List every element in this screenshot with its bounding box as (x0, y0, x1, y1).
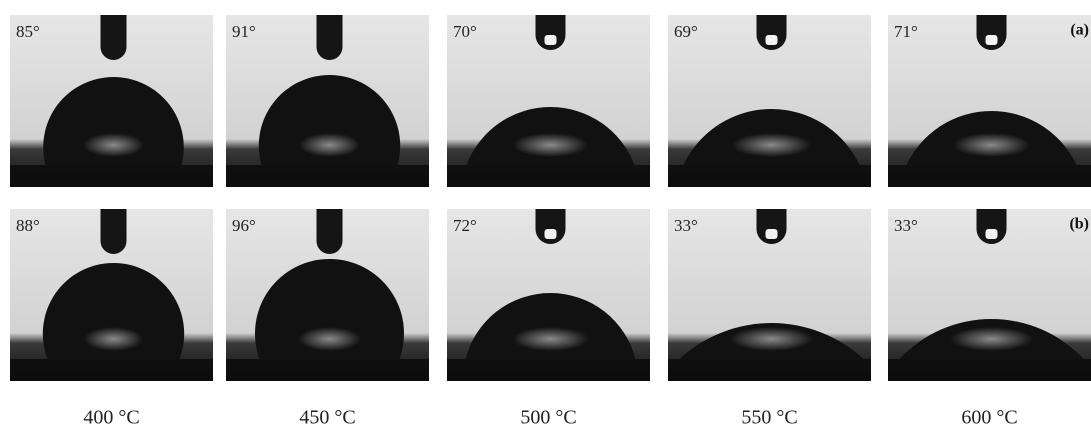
angle-label: 71° (894, 22, 918, 41)
surface-shadow (226, 359, 429, 381)
droplet-highlight (83, 133, 144, 157)
needle (317, 209, 343, 254)
surface-shadow (226, 165, 429, 187)
droplet-image (10, 209, 213, 381)
droplet-highlight (513, 133, 589, 157)
droplet-image (447, 15, 650, 187)
surface-shadow (888, 165, 1091, 187)
needle-bubble (986, 229, 998, 239)
surface-shadow (10, 165, 213, 187)
droplet-image (888, 15, 1091, 187)
surface-shadow (668, 165, 871, 187)
droplet-image (888, 209, 1091, 381)
droplet-image (226, 209, 429, 381)
angle-label: 33° (894, 216, 918, 235)
angle-label: 85° (16, 22, 40, 41)
droplet-highlight (298, 327, 361, 351)
temperature-label: 550 °C (741, 407, 797, 429)
surface-shadow (447, 165, 650, 187)
surface-shadow (447, 359, 650, 381)
droplet-image (668, 209, 871, 381)
droplet-highlight (730, 327, 813, 351)
angle-label: 91° (232, 22, 256, 41)
angle-label: 72° (453, 216, 477, 235)
droplet-image (668, 15, 871, 187)
surface-shadow (668, 359, 871, 381)
droplet-highlight (299, 133, 360, 157)
surface-shadow (10, 359, 213, 381)
needle-bubble (766, 229, 778, 239)
panel-label: (b) (1069, 216, 1089, 233)
temperature-label: 400 °C (83, 407, 139, 429)
figure: 85° 91° 70° 69° 71° (a) 88° 96° 72° 33° 33° (b) 400 … (0, 0, 1091, 430)
panel-label: (a) (1070, 22, 1089, 39)
angle-label: 70° (453, 22, 477, 41)
needle-bubble (545, 229, 557, 239)
needle (101, 15, 127, 60)
needle-bubble (545, 35, 557, 45)
droplet-highlight (953, 133, 1030, 157)
droplet-highlight (732, 133, 811, 157)
droplet-image (226, 15, 429, 187)
needle-bubble (986, 35, 998, 45)
needle (317, 15, 343, 60)
angle-label: 69° (674, 22, 698, 41)
surface-shadow (888, 359, 1091, 381)
temperature-label: 600 °C (961, 407, 1017, 429)
angle-label: 96° (232, 216, 256, 235)
temperature-label: 500 °C (520, 407, 576, 429)
droplet-highlight (512, 327, 589, 351)
droplet-highlight (84, 327, 143, 351)
droplet-highlight (950, 327, 1033, 351)
droplet-image (10, 15, 213, 187)
needle (101, 209, 127, 254)
temperature-label: 450 °C (299, 407, 355, 429)
angle-label: 33° (674, 216, 698, 235)
needle-bubble (766, 35, 778, 45)
droplet-image (447, 209, 650, 381)
angle-label: 88° (16, 216, 40, 235)
